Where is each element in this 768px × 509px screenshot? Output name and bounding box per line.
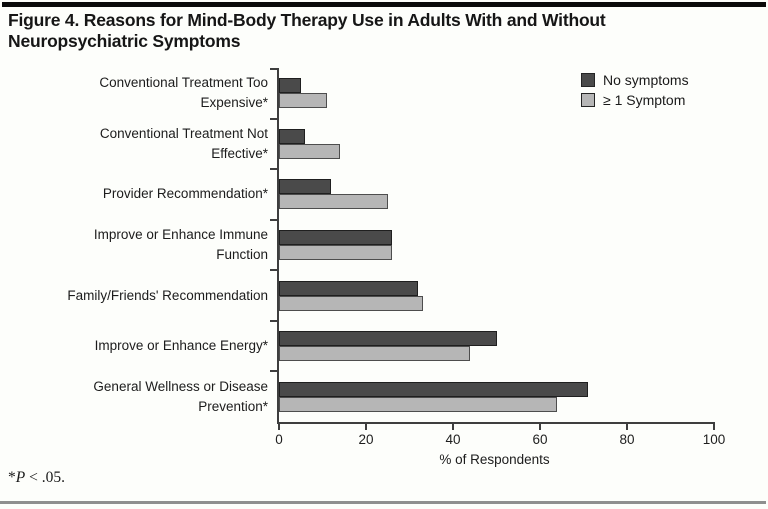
legend-label-no-symptoms: No symptoms [603,72,689,88]
bar [279,128,306,144]
y-axis-tick [270,269,277,272]
bar [279,295,423,311]
bar [279,194,388,210]
category-label-line: Provider Recommendation* [102,186,268,202]
category-label: Conventional Treatment Too Expensive* [0,73,268,113]
y-axis-tick [270,68,277,70]
bar [279,78,301,94]
category-label-line: Improve or Enhance Immune [93,227,268,242]
figure-title: Figure 4. Reasons for Mind-Body Therapy … [8,10,758,52]
y-axis-tick [270,370,277,373]
x-axis-tick [626,422,628,430]
x-axis-tick [365,422,367,430]
legend-swatch-no-symptoms-icon [581,73,595,87]
x-axis-label: % of Respondents [439,452,550,467]
bar [279,346,471,362]
x-tick-label: 60 [532,432,548,447]
footnote-value: < .05. [25,469,65,486]
category-label-line: Improve or Enhance Energy* [94,338,268,354]
legend-swatch-ge1-symptom-icon [581,93,595,107]
category-label-line: Effective* [211,145,268,161]
x-axis-tick [278,422,280,430]
bar [279,245,393,260]
x-tick-label: 20 [358,432,374,447]
legend-label-ge1-symptom: ≥ 1 Symptom [603,92,686,108]
bottom-rule [0,501,766,504]
legend-item-ge1-symptom: ≥ 1 Symptom [581,90,689,110]
x-tick-label: 40 [445,432,461,447]
figure-title-line-2: Neuropsychiatric Symptoms [8,31,241,51]
category-label: Conventional Treatment Not Effective* [0,124,268,164]
y-axis-tick [270,319,277,322]
x-axis-tick [539,422,541,430]
y-axis-tick [270,218,277,221]
category-label-line: Family/Friends' Recommendation [67,287,268,303]
category-label: Improve or Enhance Immune Function [0,225,268,265]
category-label: General Wellness or Disease Prevention* [0,377,268,417]
legend-item-no-symptoms: No symptoms [581,70,689,90]
footnote-p-symbol: P [15,469,26,486]
x-tick-label: 80 [619,432,635,447]
bar [279,280,419,296]
bar-chart-plot [270,68,714,424]
bar [279,143,340,159]
top-rule [2,2,766,7]
bar [279,230,393,245]
category-label-line: General Wellness or Disease [93,378,268,394]
x-axis-tick [713,422,715,430]
footnote: *P < .05. [8,469,65,487]
category-label-line: Conventional Treatment Not [99,125,268,141]
y-axis-tick [270,117,277,120]
category-label: Provider Recommendation* [0,184,268,204]
x-tick-label: 100 [702,432,726,447]
bar [279,93,327,109]
bar [279,396,558,412]
chart-legend: No symptoms ≥ 1 Symptom [581,70,689,110]
category-label: Improve or Enhance Energy* [0,336,268,356]
bar [279,381,588,397]
footnote-asterisk: * [8,469,16,486]
category-label-line: Conventional Treatment Too [99,75,268,91]
y-axis-tick [270,168,277,171]
category-label-line: Prevention* [198,398,268,414]
figure-title-line-1: Figure 4. Reasons for Mind-Body Therapy … [8,10,606,30]
x-tick-label: 0 [275,432,283,447]
category-label: Family/Friends' Recommendation [0,286,268,306]
category-label-line: Expensive* [200,95,268,111]
x-axis-tick [452,422,454,430]
category-label-line: Function [216,247,268,262]
bar [279,179,332,195]
bar [279,331,497,347]
